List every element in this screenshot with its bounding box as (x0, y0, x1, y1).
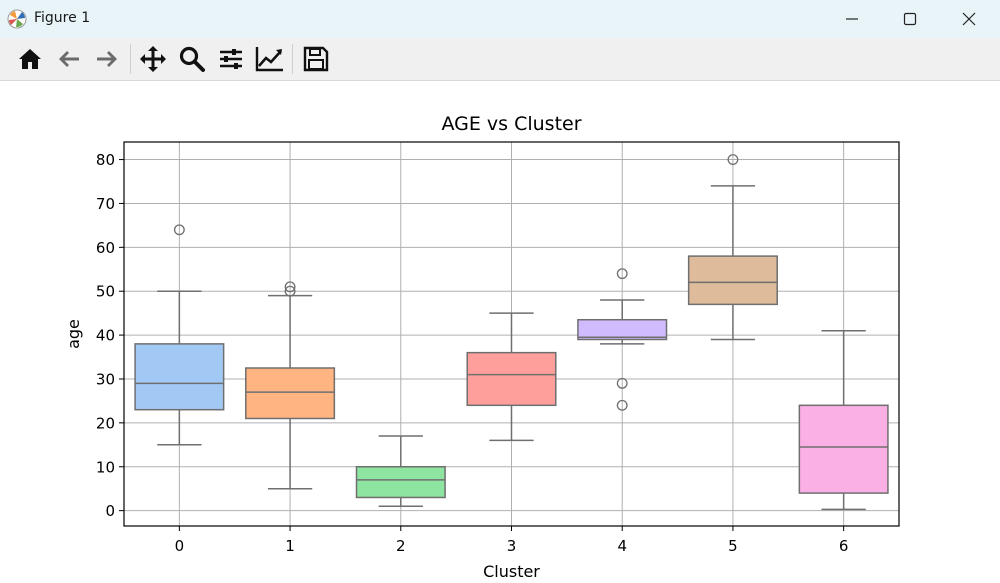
maximize-icon (903, 12, 917, 26)
navigation-toolbar (0, 38, 1000, 81)
y-tick-label: 10 (96, 458, 115, 476)
y-tick-label: 20 (96, 414, 115, 432)
minimize-button[interactable] (823, 0, 881, 38)
pan-move-icon (140, 46, 166, 72)
box-iqr (687, 255, 778, 306)
y-axis-label: age (64, 319, 83, 349)
box-iqr (245, 367, 336, 420)
outlier-point (616, 399, 628, 411)
back-arrow-icon (59, 51, 79, 67)
edit-axis-icon (255, 47, 283, 72)
x-tick-label: 3 (507, 537, 517, 555)
forward-button[interactable] (90, 42, 124, 76)
configure-subplots-button[interactable] (214, 42, 248, 76)
outlier-point (616, 377, 628, 389)
x-tick-label: 5 (728, 537, 738, 555)
box-group-5 (687, 154, 778, 341)
minimize-icon (846, 18, 858, 20)
outlier-point (284, 281, 296, 293)
window-titlebar: Figure 1 (0, 0, 1000, 38)
save-button[interactable] (299, 42, 333, 76)
tick-layer: 0 10 20 30 40 50 60 70 80 0 1 2 3 4 5 6 (96, 151, 849, 555)
matplotlib-app-icon (7, 9, 27, 29)
box-group-3 (466, 312, 557, 442)
y-tick-label: 40 (96, 327, 115, 345)
y-tick-label: 50 (96, 283, 115, 301)
box-group-4 (577, 268, 668, 411)
box-group-2 (355, 435, 446, 508)
x-axis-label: Cluster (483, 562, 540, 579)
home-button[interactable] (13, 42, 47, 76)
y-tick-label: 80 (96, 151, 115, 169)
forward-arrow-icon (97, 51, 117, 67)
box-layer (134, 154, 889, 511)
box-iqr (577, 318, 668, 341)
outlier-point (616, 268, 628, 280)
configure-subplots-icon (220, 49, 242, 69)
chart-title: AGE vs Cluster (441, 113, 581, 135)
x-tick-label: 6 (839, 537, 849, 555)
x-tick-label: 4 (617, 537, 627, 555)
back-button[interactable] (52, 42, 86, 76)
edit-axis-button[interactable] (253, 42, 287, 76)
box-iqr (798, 404, 889, 494)
box-group-0 (134, 224, 225, 446)
close-button[interactable] (940, 0, 998, 38)
x-tick-label: 2 (396, 537, 406, 555)
zoom-button[interactable] (175, 42, 209, 76)
box-iqr (466, 351, 557, 407)
outlier-point (727, 154, 739, 166)
zoom-magnifier-icon (179, 46, 205, 72)
pan-button[interactable] (136, 42, 170, 76)
box-group-1 (245, 281, 336, 490)
y-tick-label: 60 (96, 239, 115, 257)
toolbar-separator (130, 44, 131, 74)
box-iqr (355, 466, 446, 499)
close-icon (962, 12, 976, 26)
outlier-point (284, 285, 296, 297)
figure-canvas[interactable]: 0 10 20 30 40 50 60 70 80 0 1 2 3 4 5 6 AGE vs Cluster … (0, 81, 1000, 581)
box-iqr (134, 343, 225, 411)
window-title: Figure 1 (34, 10, 91, 26)
outlier-point (173, 224, 185, 236)
maximize-button[interactable] (881, 0, 939, 38)
x-tick-label: 0 (175, 537, 185, 555)
y-tick-label: 0 (105, 502, 115, 520)
x-tick-label: 1 (285, 537, 295, 555)
home-icon (19, 49, 41, 69)
toolbar-separator (292, 44, 293, 74)
box-group-6 (798, 329, 889, 511)
y-tick-label: 30 (96, 370, 115, 388)
y-tick-label: 70 (96, 195, 115, 213)
save-floppy-icon (303, 46, 329, 72)
